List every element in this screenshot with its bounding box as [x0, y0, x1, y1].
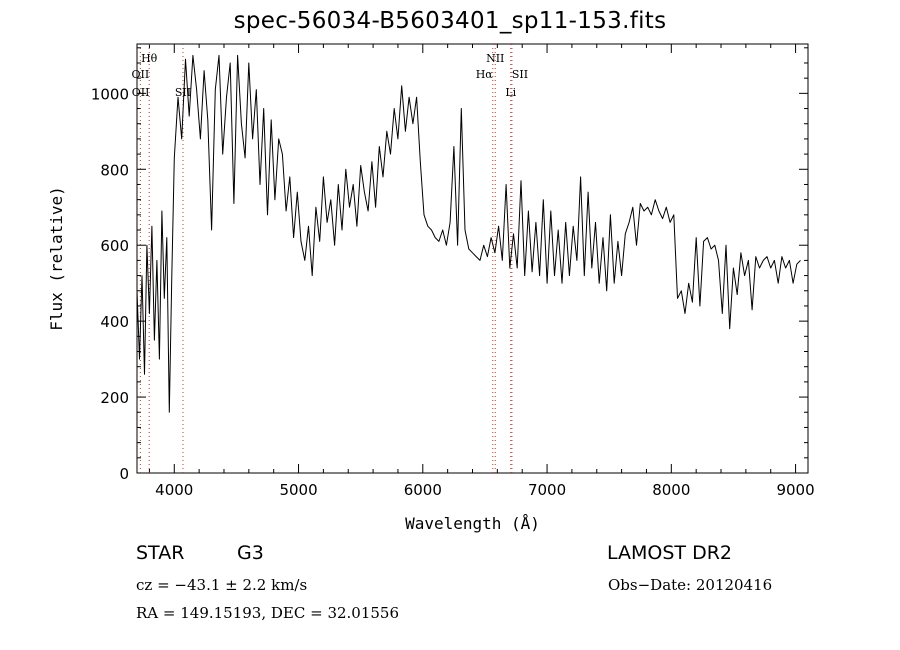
sky-coordinates: RA = 149.15193, DEC = 32.01556 [136, 604, 400, 622]
redshift-velocity: cz = −43.1 ± 2.2 km/s [136, 576, 308, 594]
object-subclass: G3 [237, 542, 264, 564]
chart-title: spec-56034-B5603401_sp11-153.fits [233, 8, 667, 34]
survey-name: LAMOST DR2 [607, 542, 732, 564]
x-tick-label: 8000 [652, 481, 690, 499]
y-axis-label: Flux (relative) [47, 186, 66, 331]
observation-date: Obs−Date: 20120416 [608, 576, 773, 594]
line-label: SII [175, 86, 191, 99]
spectrum-series-line [136, 54, 801, 413]
x-tick-label: 5000 [279, 481, 317, 499]
x-tick-label: 7000 [528, 481, 566, 499]
line-label: OII [131, 68, 149, 81]
y-tick-label: 600 [100, 237, 129, 255]
line-label: OII [132, 86, 150, 99]
line-label: SII [512, 68, 528, 81]
line-label: Hα [476, 68, 494, 81]
line-label: Li [505, 86, 516, 99]
line-label: Hθ [141, 52, 158, 65]
y-tick-label: 800 [100, 161, 129, 179]
object-class: STAR [136, 542, 185, 564]
x-tick-label: 9000 [776, 481, 814, 499]
y-tick-label: 1000 [91, 85, 129, 103]
line-label: NII [486, 52, 504, 65]
y-tick-label: 200 [100, 389, 129, 407]
plot-frame [136, 43, 809, 474]
x-tick-label: 4000 [155, 481, 193, 499]
x-axis-label: Wavelength (Å) [405, 514, 540, 533]
x-tick-label: 6000 [404, 481, 442, 499]
y-tick-label: 0 [119, 465, 129, 483]
y-tick-label: 400 [100, 313, 129, 331]
